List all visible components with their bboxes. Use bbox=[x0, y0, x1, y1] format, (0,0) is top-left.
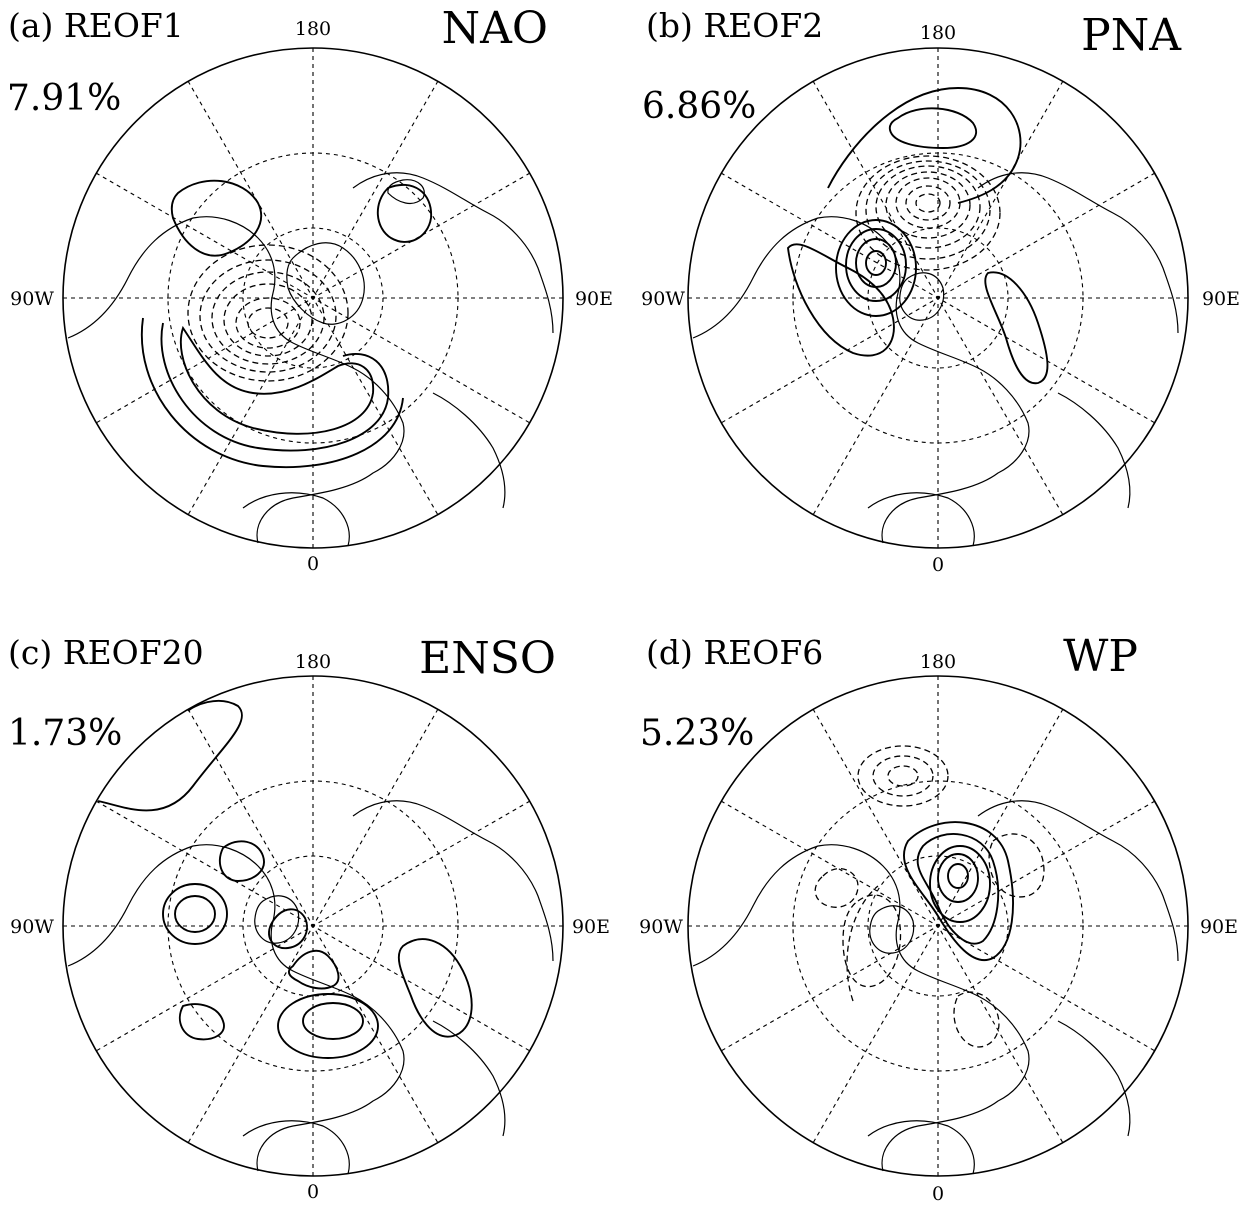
panel-b-lon-right: 90E bbox=[1202, 288, 1240, 310]
panel-d-lon-top: 180 bbox=[920, 651, 956, 673]
panel-d-label: (d) REOF6 bbox=[646, 633, 823, 672]
panel-b-lon-bottom: 0 bbox=[932, 554, 944, 576]
panel-d-contours bbox=[814, 745, 1045, 1048]
panel-c-graticule bbox=[63, 676, 563, 1176]
panel-a-variance: 7.91% bbox=[7, 78, 121, 119]
panel-c-label: (c) REOF20 bbox=[8, 633, 204, 672]
panel-c-mode: ENSO bbox=[419, 633, 556, 684]
panel-d-lon-bottom: 0 bbox=[932, 1183, 944, 1205]
panel-a-mode: NAO bbox=[442, 3, 548, 54]
panel-d-lon-left: 90W bbox=[639, 916, 683, 938]
panel-a-map bbox=[62, 47, 564, 549]
panel-d-mode: WP bbox=[1063, 631, 1138, 682]
panel-d-map bbox=[687, 675, 1189, 1177]
panel-b-graticule bbox=[688, 48, 1188, 548]
panel-b-label: (b) REOF2 bbox=[646, 6, 823, 45]
panel-b-variance: 6.86% bbox=[642, 86, 756, 127]
panel-b-mode: PNA bbox=[1081, 10, 1182, 61]
panel-c-coastlines bbox=[67, 800, 554, 1175]
panel-a: (a) REOF1 7.91% NAO 180 0 90W 90E bbox=[7, 3, 613, 575]
panel-b-lon-left: 90W bbox=[641, 288, 685, 310]
panel-a-lon-bottom: 0 bbox=[307, 553, 319, 575]
panel-d-variance: 5.23% bbox=[640, 713, 754, 754]
panel-c-map bbox=[62, 675, 564, 1177]
panel-b-contours bbox=[787, 87, 1049, 385]
panel-a-graticule bbox=[63, 48, 563, 548]
panel-d-lon-right: 90E bbox=[1200, 916, 1238, 938]
panel-b-map bbox=[687, 47, 1189, 549]
panel-d: (d) REOF6 5.23% WP 180 0 90W 90E bbox=[639, 631, 1238, 1205]
panel-c-lon-left: 90W bbox=[10, 916, 54, 938]
panel-b-coastlines bbox=[692, 172, 1179, 547]
panel-a-label: (a) REOF1 bbox=[8, 6, 184, 45]
panel-c-variance: 1.73% bbox=[8, 713, 122, 754]
panel-d-graticule bbox=[688, 676, 1188, 1176]
panel-c-lon-right: 90E bbox=[572, 916, 610, 938]
panel-a-coastlines bbox=[67, 172, 554, 547]
panel-c: (c) REOF20 1.73% ENSO 180 0 90W 90E bbox=[8, 633, 610, 1203]
panel-b-lon-top: 180 bbox=[920, 22, 956, 44]
panel-b: (b) REOF2 6.86% PNA 180 0 90W 90E bbox=[641, 6, 1240, 576]
panel-c-contours bbox=[97, 700, 473, 1059]
panel-a-lon-top: 180 bbox=[295, 18, 331, 40]
panel-d-coastlines bbox=[692, 800, 1179, 1175]
panel-a-lon-left: 90W bbox=[10, 288, 54, 310]
panel-a-lon-right: 90E bbox=[575, 288, 613, 310]
panel-c-lon-bottom: 0 bbox=[307, 1181, 319, 1203]
panel-c-lon-top: 180 bbox=[295, 651, 331, 673]
panel-a-contours bbox=[140, 179, 432, 469]
